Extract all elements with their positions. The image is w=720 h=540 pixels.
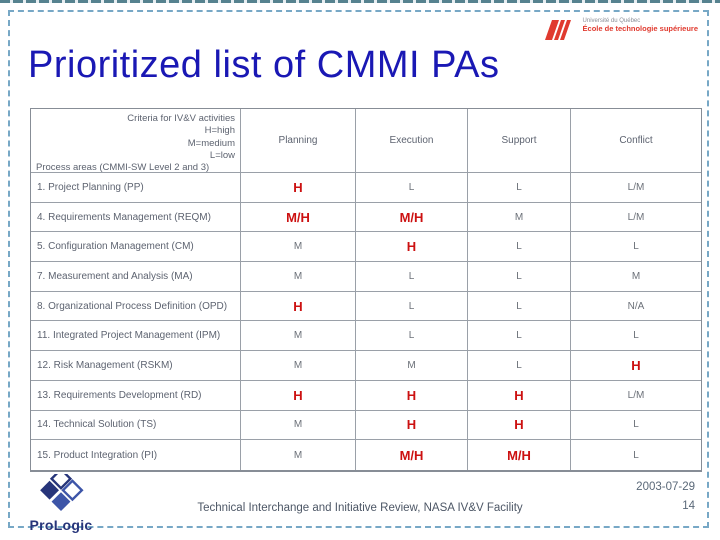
criteria-line: M=medium [187,137,235,149]
row-label: 13. Requirements Development (RD) [31,380,241,411]
criteria-header-cell: Criteria for IV&V activities H=high M=me… [31,109,241,173]
footer-review-text: Technical Interchange and Initiative Rev… [197,502,523,514]
row-label: 12. Risk Management (RSKM) [31,351,241,381]
priority-cell: L/M [571,173,701,203]
priority-cell: L [468,232,571,263]
priority-cell: H [241,291,356,322]
slide-edge-strip [0,0,720,3]
priority-cell: L [571,232,701,263]
priority-cell: M [468,202,571,233]
priority-cell: M [571,262,701,292]
footer-date: 2003-07-29 [636,481,695,493]
row-label: 4. Requirements Management (REQM) [31,202,241,233]
priority-cell: L [468,173,571,203]
column-header-support: Support [468,109,571,173]
row-label: 5. Configuration Management (CM) [31,232,241,263]
priority-cell: M/H [356,202,468,233]
ets-logo: Université du Québec École de technologi… [542,18,698,47]
row-label: 15. Product Integration (PI) [31,440,241,470]
page-title: Prioritized list of CMMI PAs [28,44,500,86]
priority-cell: L [571,321,701,352]
ets-logo-icon [542,18,578,47]
priority-cell: H [468,380,571,411]
priority-cell: L [356,262,468,292]
priority-cell: M [241,262,356,292]
priority-cell: L [468,321,571,352]
priority-cell: M [241,351,356,381]
priority-cell: L [356,173,468,203]
priority-cell: M [241,232,356,263]
priority-cell: L [468,262,571,292]
priority-cell: M [241,321,356,352]
criteria-line: L=low [209,150,235,162]
column-header-execution: Execution [356,109,468,173]
page-number: 14 [682,500,695,512]
priority-cell: L [468,291,571,322]
priority-cell: M [241,410,356,441]
priority-cell: N/A [571,291,701,322]
prologic-wordmark: ProLogic [29,517,93,533]
priority-cell: L/M [571,202,701,233]
row-label: 1. Project Planning (PP) [31,173,241,203]
priority-cell: H [571,351,701,381]
row-label: 7. Measurement and Analysis (MA) [31,262,241,292]
priority-cell: H [241,380,356,411]
column-header-conflict: Conflict [571,109,701,173]
priority-cell: M [241,440,356,470]
priority-cell: M/H [241,202,356,233]
priority-table: Criteria for IV&V activities H=high M=me… [30,108,702,472]
ets-university-label: Université du Québec [582,18,641,24]
criteria-line: Criteria for IV&V activities [127,113,235,124]
criteria-bottom-line: Process areas (CMMI-SW Level 2 and 3) [36,162,210,174]
priority-cell: M/H [468,440,571,470]
priority-cell: H [356,232,468,263]
prologic-logo-icon [38,467,84,518]
prologic-logo: ProLogic [22,467,100,533]
priority-cell: L [571,440,701,470]
priority-cell: L [356,321,468,352]
row-label: 11. Integrated Project Management (IPM) [31,321,241,352]
priority-cell: M [356,351,468,381]
priority-cell: L [356,291,468,322]
priority-cell: L [571,410,701,441]
row-label: 14. Technical Solution (TS) [31,410,241,441]
priority-cell: L [468,351,571,381]
ets-school-label: École de technologie supérieure [582,23,698,33]
priority-cell: H [356,380,468,411]
priority-cell: M/H [356,440,468,470]
priority-cell: H [468,410,571,441]
row-label: 8. Organizational Process Definition (OP… [31,291,241,322]
priority-cell: H [356,410,468,441]
priority-cell: H [241,173,356,203]
column-header-planning: Planning [241,109,356,173]
criteria-line: H=high [204,125,235,137]
priority-cell: L/M [571,380,701,411]
